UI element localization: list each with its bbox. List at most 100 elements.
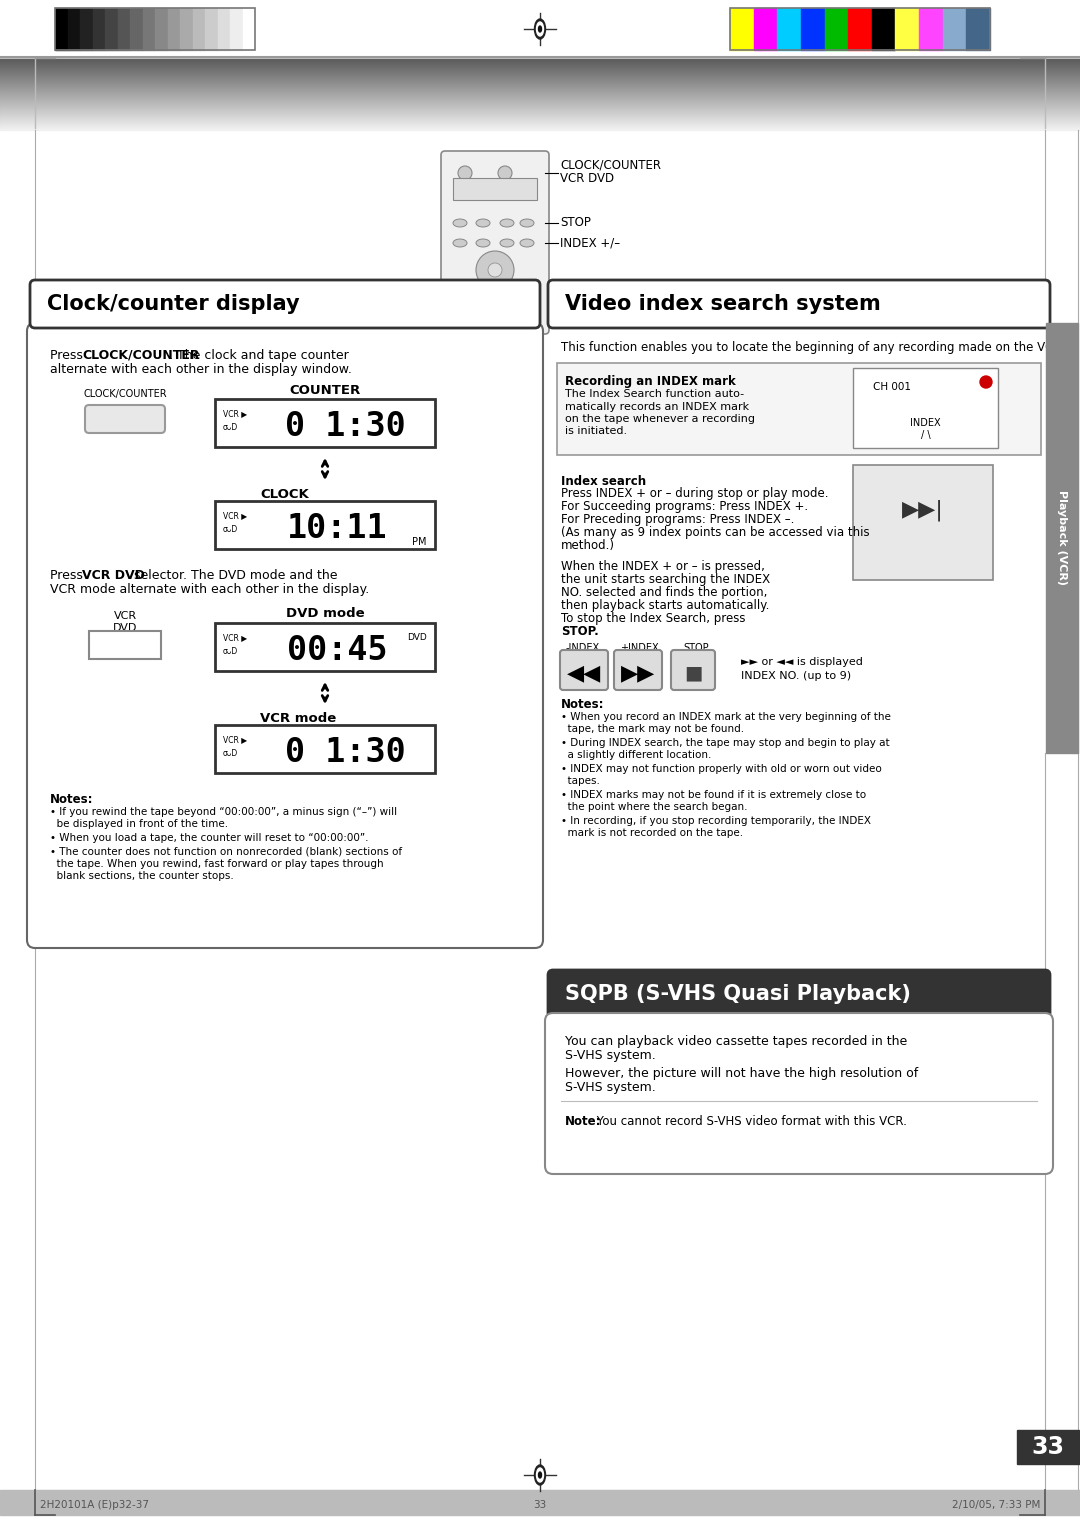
FancyBboxPatch shape: [671, 649, 715, 691]
Text: tapes.: tapes.: [561, 776, 599, 785]
Bar: [895, 8, 919, 50]
Bar: [217, 8, 230, 50]
FancyBboxPatch shape: [27, 322, 543, 947]
Text: VCR DVD: VCR DVD: [561, 173, 615, 185]
Text: STOP.: STOP.: [561, 625, 598, 639]
Text: STOP: STOP: [684, 643, 708, 652]
Text: +INDEX
SKIP: +INDEX SKIP: [620, 643, 659, 665]
Text: VCR ▶: VCR ▶: [222, 633, 247, 642]
Bar: [205, 8, 217, 50]
Text: tape, the mark may not be found.: tape, the mark may not be found.: [561, 724, 744, 733]
Text: However, the picture will not have the high resolution of: However, the picture will not have the h…: [565, 1067, 918, 1080]
Text: INDEX
/ \: INDEX / \: [910, 419, 941, 440]
Text: VCR ▶: VCR ▶: [222, 410, 247, 419]
Text: • If you rewind the tape beyond “00:00:00”, a minus sign (“–”) will: • If you rewind the tape beyond “00:00:0…: [50, 807, 397, 817]
Bar: [156, 8, 167, 50]
Text: PM: PM: [411, 536, 427, 547]
Ellipse shape: [539, 26, 541, 32]
Text: • During INDEX search, the tape may stop and begin to play at: • During INDEX search, the tape may stop…: [561, 738, 890, 749]
Text: CLOCK/COUNTER: CLOCK/COUNTER: [561, 159, 661, 171]
Text: ◀◀: ◀◀: [567, 663, 602, 683]
FancyBboxPatch shape: [548, 970, 1050, 1018]
FancyBboxPatch shape: [30, 280, 540, 329]
Bar: [919, 8, 943, 50]
Text: is initiated.: is initiated.: [565, 426, 627, 437]
Bar: [0, 1490, 1080, 1514]
Text: • The counter does not function on nonrecorded (blank) sections of: • The counter does not function on nonre…: [50, 847, 402, 857]
Text: • INDEX may not function properly with old or worn out video: • INDEX may not function properly with o…: [561, 764, 881, 775]
Text: VCR mode: VCR mode: [260, 712, 336, 724]
Text: The Index Search function auto-: The Index Search function auto-: [565, 390, 744, 399]
Text: Press INDEX + or – during stop or play mode.: Press INDEX + or – during stop or play m…: [561, 487, 828, 500]
Ellipse shape: [519, 219, 534, 228]
Text: σᴗD: σᴗD: [222, 749, 239, 758]
Text: VCR ▶: VCR ▶: [222, 735, 247, 744]
Text: Recording an INDEX mark: Recording an INDEX mark: [565, 374, 735, 388]
Text: DVD mode: DVD mode: [286, 607, 364, 620]
Circle shape: [980, 376, 993, 388]
Text: Press: Press: [50, 568, 86, 582]
Bar: [55, 8, 67, 50]
Bar: [824, 8, 848, 50]
Bar: [67, 8, 80, 50]
FancyBboxPatch shape: [561, 649, 608, 691]
Text: mark is not recorded on the tape.: mark is not recorded on the tape.: [561, 828, 743, 837]
Bar: [105, 8, 118, 50]
Bar: [730, 8, 754, 50]
Text: matically records an INDEX mark: matically records an INDEX mark: [565, 402, 750, 411]
Text: For Succeeding programs: Press INDEX +.: For Succeeding programs: Press INDEX +.: [561, 500, 808, 513]
Bar: [453, 177, 537, 200]
Text: Note:: Note:: [565, 1115, 602, 1128]
Circle shape: [458, 167, 472, 180]
Ellipse shape: [535, 18, 545, 40]
Text: To stop the Index Search, press: To stop the Index Search, press: [561, 613, 745, 625]
Text: CLOCK/COUNTER: CLOCK/COUNTER: [82, 348, 200, 362]
Bar: [215, 399, 435, 448]
Bar: [853, 465, 993, 581]
Bar: [167, 8, 180, 50]
Text: VCR mode alternate with each other in the display.: VCR mode alternate with each other in th…: [50, 584, 369, 596]
Bar: [230, 8, 243, 50]
Text: STOP: STOP: [561, 217, 591, 229]
Bar: [89, 631, 161, 659]
Bar: [730, 8, 990, 50]
Bar: [967, 8, 990, 50]
FancyBboxPatch shape: [85, 405, 165, 432]
FancyBboxPatch shape: [441, 151, 549, 335]
Text: DVD: DVD: [407, 633, 427, 642]
Text: (As many as 9 index points can be accessed via this: (As many as 9 index points can be access…: [561, 526, 869, 539]
Ellipse shape: [477, 299, 489, 307]
Text: 2H20101A (E)p32-37: 2H20101A (E)p32-37: [40, 1500, 149, 1510]
Text: σᴗD: σᴗD: [222, 526, 239, 533]
Text: a slightly different location.: a slightly different location.: [561, 750, 712, 759]
Bar: [215, 724, 435, 773]
Bar: [1017, 1430, 1079, 1464]
Text: Video index search system: Video index search system: [565, 293, 881, 313]
Text: CLOCK: CLOCK: [260, 487, 309, 501]
Text: ►► or ◄◄ is displayed: ►► or ◄◄ is displayed: [741, 657, 863, 668]
Text: S-VHS system.: S-VHS system.: [565, 1080, 656, 1094]
Ellipse shape: [453, 238, 467, 248]
Ellipse shape: [454, 299, 465, 307]
Text: SQPB (S-VHS Quasi Playback): SQPB (S-VHS Quasi Playback): [565, 984, 910, 1004]
Ellipse shape: [476, 238, 490, 248]
Text: ■: ■: [684, 663, 702, 683]
Text: CH 001: CH 001: [873, 382, 912, 393]
Text: 33: 33: [534, 1500, 546, 1510]
Ellipse shape: [537, 1468, 543, 1482]
Bar: [80, 8, 93, 50]
Bar: [778, 8, 801, 50]
Text: ▶▶|: ▶▶|: [902, 500, 944, 521]
Text: NO. selected and finds the portion,: NO. selected and finds the portion,: [561, 587, 768, 599]
Text: • When you load a tape, the counter will reset to “00:00:00”.: • When you load a tape, the counter will…: [50, 833, 368, 843]
Bar: [130, 8, 143, 50]
Bar: [118, 8, 130, 50]
Text: Index search: Index search: [561, 475, 646, 487]
Text: the tape. When you rewind, fast forward or play tapes through: the tape. When you rewind, fast forward …: [50, 859, 383, 869]
Ellipse shape: [500, 238, 514, 248]
Bar: [180, 8, 192, 50]
Bar: [143, 8, 156, 50]
Ellipse shape: [500, 219, 514, 228]
Text: then playback starts automatically.: then playback starts automatically.: [561, 599, 769, 613]
FancyBboxPatch shape: [548, 280, 1050, 329]
